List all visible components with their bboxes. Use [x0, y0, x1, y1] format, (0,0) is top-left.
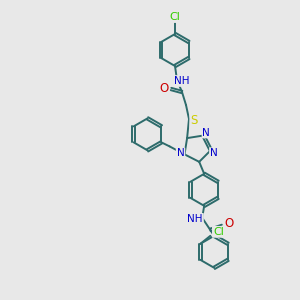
Text: NH: NH: [174, 76, 190, 86]
Text: O: O: [159, 82, 169, 94]
Text: Cl: Cl: [169, 12, 180, 22]
Text: NH: NH: [188, 214, 203, 224]
Text: O: O: [225, 217, 234, 230]
Text: N: N: [177, 148, 184, 158]
Text: N: N: [210, 148, 218, 158]
Text: Cl: Cl: [213, 227, 224, 237]
Text: S: S: [190, 115, 198, 128]
Text: N: N: [202, 128, 210, 137]
